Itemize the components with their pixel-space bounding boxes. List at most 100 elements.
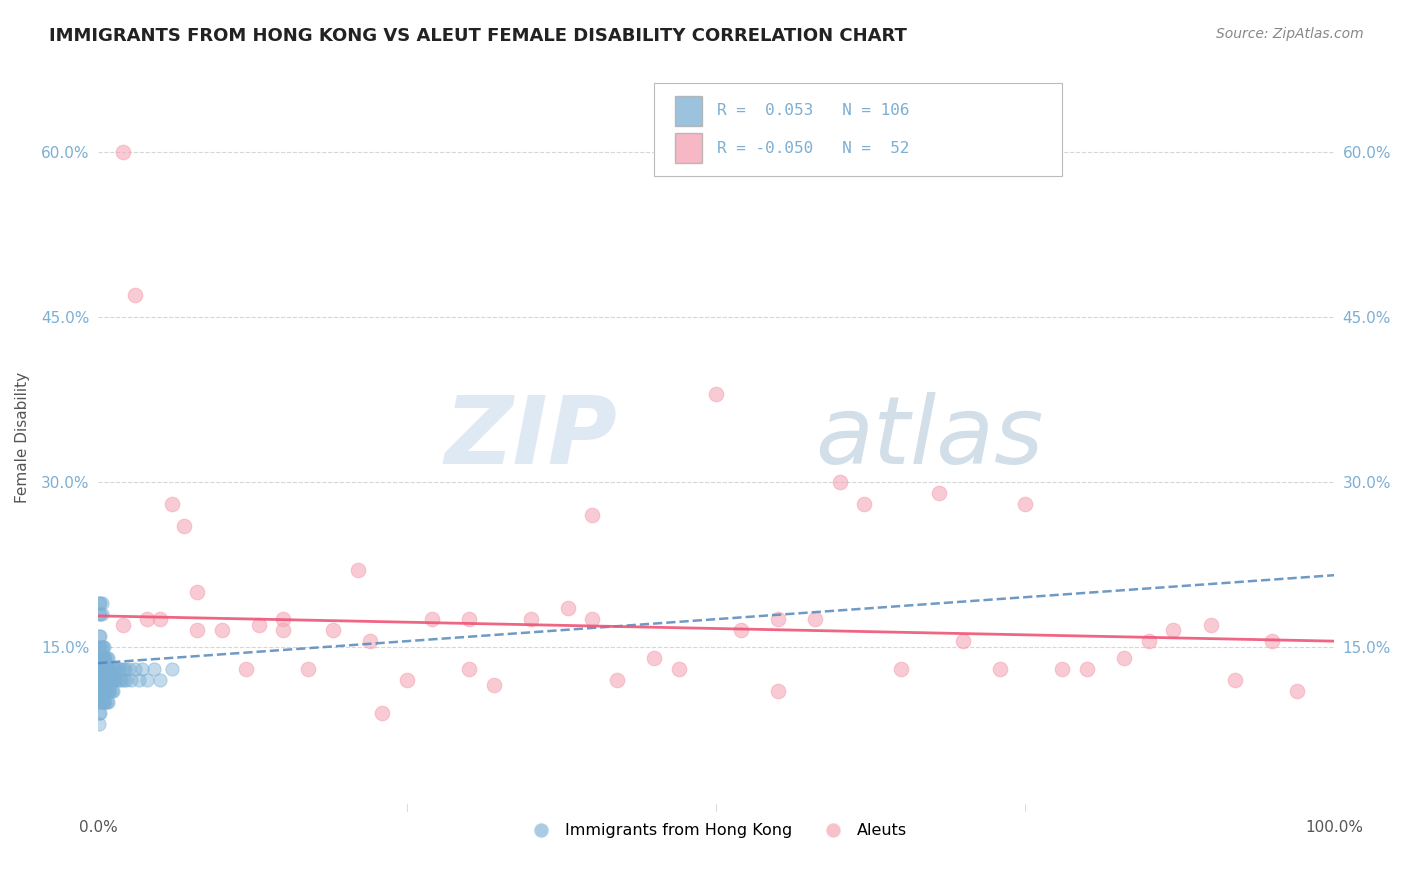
Point <box>89 716 111 731</box>
Point <box>124 288 146 302</box>
Point <box>94 683 117 698</box>
Point <box>136 673 159 687</box>
Point <box>1076 662 1098 676</box>
Point <box>90 662 112 676</box>
Point <box>91 650 114 665</box>
Point <box>91 683 114 698</box>
Point <box>804 612 827 626</box>
Point <box>91 662 114 676</box>
Point <box>93 683 115 698</box>
Point <box>89 706 111 720</box>
Point <box>93 673 115 687</box>
Point <box>359 634 381 648</box>
Point <box>93 695 115 709</box>
Point <box>94 673 117 687</box>
FancyBboxPatch shape <box>654 83 1062 177</box>
Point <box>100 683 122 698</box>
Point <box>131 662 153 676</box>
Point <box>1137 634 1160 648</box>
Text: atlas: atlas <box>815 392 1043 483</box>
Point <box>89 650 111 665</box>
Point <box>108 662 131 676</box>
Point <box>98 662 121 676</box>
Text: Source: ZipAtlas.com: Source: ZipAtlas.com <box>1216 27 1364 41</box>
Text: ZIP: ZIP <box>444 392 617 483</box>
Point <box>90 683 112 698</box>
Point <box>98 673 121 687</box>
Point <box>581 612 603 626</box>
Bar <box>675 95 703 126</box>
Point <box>186 584 208 599</box>
Point <box>96 695 118 709</box>
Point <box>186 623 208 637</box>
Point <box>519 612 541 626</box>
Point <box>103 662 125 676</box>
Point <box>136 612 159 626</box>
Point <box>115 673 138 687</box>
Point <box>97 673 120 687</box>
Point <box>90 640 112 654</box>
Point <box>89 596 111 610</box>
Text: R =  0.053   N = 106: R = 0.053 N = 106 <box>717 103 910 118</box>
Point <box>297 662 319 676</box>
Point <box>557 601 579 615</box>
Point <box>90 607 112 621</box>
Point <box>322 623 344 637</box>
Legend: Immigrants from Hong Kong, Aleuts: Immigrants from Hong Kong, Aleuts <box>519 817 912 845</box>
Point <box>89 673 111 687</box>
Point <box>94 695 117 709</box>
Point <box>149 673 172 687</box>
Point <box>89 662 111 676</box>
Point <box>97 662 120 676</box>
Point <box>93 662 115 676</box>
Point <box>120 673 142 687</box>
Point <box>890 662 912 676</box>
Point <box>111 145 134 159</box>
Point <box>89 640 111 654</box>
Point <box>111 617 134 632</box>
Bar <box>675 134 703 163</box>
Point <box>89 650 111 665</box>
Point <box>110 673 132 687</box>
Point <box>94 662 117 676</box>
Point <box>160 662 183 676</box>
Point <box>89 683 111 698</box>
Point <box>89 683 111 698</box>
Point <box>420 612 443 626</box>
Point <box>90 695 112 709</box>
Point <box>96 650 118 665</box>
Point <box>96 683 118 698</box>
Point <box>235 662 257 676</box>
Y-axis label: Female Disability: Female Disability <box>15 372 30 503</box>
Point <box>101 683 124 698</box>
Point <box>98 662 121 676</box>
Point <box>98 683 121 698</box>
Point <box>89 607 111 621</box>
Point <box>96 662 118 676</box>
Point <box>91 640 114 654</box>
Point <box>93 650 115 665</box>
Point <box>90 673 112 687</box>
Point <box>90 650 112 665</box>
Point <box>668 662 690 676</box>
Point <box>90 662 112 676</box>
Point <box>124 662 146 676</box>
Point <box>104 662 127 676</box>
Point <box>457 612 479 626</box>
Point <box>606 673 628 687</box>
Point <box>828 475 851 489</box>
Point <box>928 485 950 500</box>
Point <box>1112 650 1135 665</box>
Point <box>211 623 233 637</box>
Point <box>89 607 111 621</box>
Point <box>89 662 111 676</box>
Point <box>97 683 120 698</box>
Point <box>91 695 114 709</box>
Point <box>273 612 295 626</box>
Point <box>94 662 117 676</box>
Point <box>89 673 111 687</box>
Point <box>371 706 394 720</box>
Point <box>1199 617 1222 632</box>
Point <box>90 683 112 698</box>
Point <box>105 673 128 687</box>
